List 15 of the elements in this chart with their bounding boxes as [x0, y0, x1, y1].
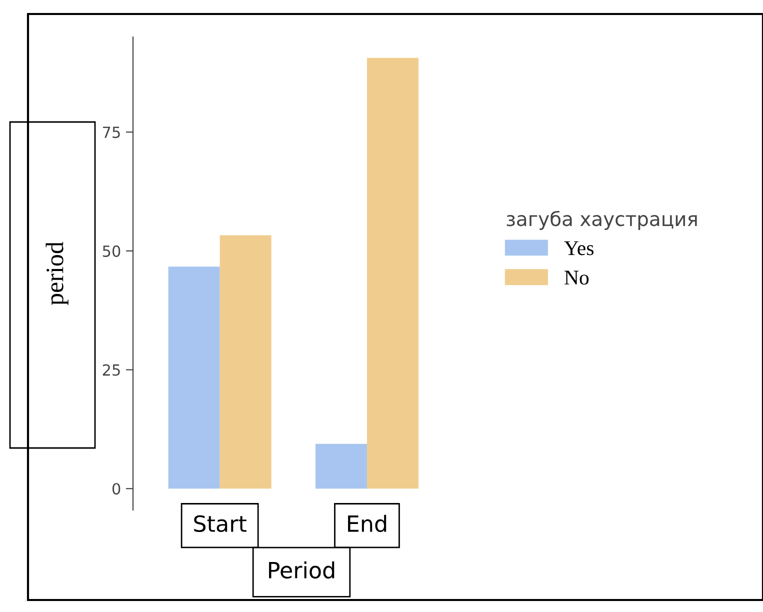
- x-tick-label: Start: [194, 515, 246, 532]
- x-tick-label: End: [348, 514, 386, 532]
- bar: [366, 58, 418, 489]
- y-tick-label: 25: [102, 364, 120, 376]
- y-tick-label: 0: [112, 483, 120, 495]
- x-axis-title: Period: [269, 561, 334, 579]
- bar: [315, 444, 367, 489]
- y-axis-title: period: [46, 242, 68, 306]
- legend-label: Yes: [564, 241, 594, 256]
- y-tick-label: 75: [103, 126, 120, 138]
- legend-label: No: [564, 270, 589, 285]
- bar: [220, 235, 272, 489]
- legend-title: загуба хаустрация: [506, 210, 697, 230]
- y-tick-label: 50: [102, 245, 120, 257]
- bar: [168, 266, 220, 489]
